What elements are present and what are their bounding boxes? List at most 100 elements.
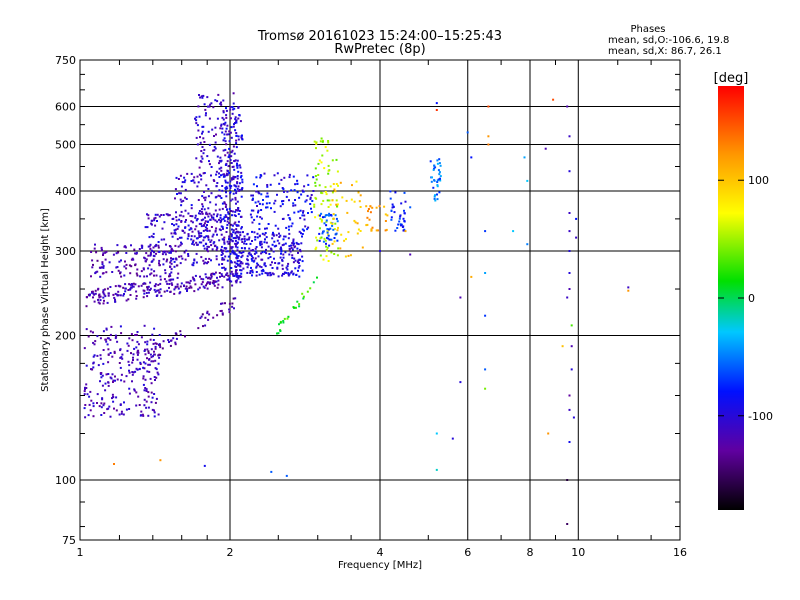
data-point — [104, 295, 107, 298]
stats-x-line: mean, sd,X: 86.7, 26.1 — [608, 46, 722, 57]
data-point — [218, 167, 221, 170]
data-point — [193, 235, 196, 238]
data-point — [136, 268, 139, 271]
data-point — [224, 206, 227, 208]
data-point — [310, 207, 312, 210]
data-point — [273, 257, 275, 260]
data-point — [222, 111, 225, 114]
data-point — [369, 205, 372, 208]
data-point — [371, 206, 374, 209]
data-point — [128, 337, 131, 340]
data-point — [397, 223, 400, 226]
data-point — [568, 212, 571, 214]
data-point — [168, 275, 170, 278]
data-point — [126, 349, 129, 352]
data-point — [297, 251, 299, 254]
data-point — [195, 241, 198, 244]
data-point — [302, 295, 305, 298]
data-point — [94, 289, 97, 292]
data-point — [111, 393, 114, 396]
data-point — [253, 231, 256, 234]
data-point — [258, 265, 261, 268]
data-point — [154, 285, 157, 288]
data-point — [169, 291, 172, 293]
data-point — [139, 361, 142, 364]
data-point — [184, 188, 187, 191]
data-point — [117, 294, 120, 297]
data-point — [235, 142, 238, 145]
data-point — [93, 343, 96, 346]
data-point — [276, 239, 279, 242]
data-point — [287, 272, 290, 275]
data-point — [87, 335, 90, 338]
data-point — [199, 136, 201, 139]
data-point — [232, 252, 235, 255]
data-point — [568, 441, 571, 443]
data-point — [146, 348, 149, 351]
data-point — [218, 176, 221, 178]
data-point — [234, 118, 237, 121]
data-point — [202, 285, 205, 288]
data-point — [121, 357, 124, 360]
data-point — [241, 138, 244, 141]
data-point — [271, 243, 274, 246]
data-point — [260, 269, 263, 272]
data-point — [278, 182, 281, 185]
data-point — [265, 227, 268, 230]
data-point — [131, 361, 134, 364]
data-point — [131, 380, 133, 383]
data-point — [327, 260, 330, 262]
data-point — [294, 259, 297, 262]
data-point — [104, 251, 107, 254]
data-point — [219, 156, 222, 159]
data-point — [145, 252, 148, 255]
data-point — [135, 404, 138, 407]
data-point — [238, 114, 241, 117]
data-point — [195, 119, 198, 122]
data-point — [218, 208, 221, 211]
data-point — [180, 241, 182, 244]
data-point — [207, 236, 210, 239]
data-point — [359, 206, 362, 208]
data-point — [97, 298, 99, 301]
data-point — [174, 232, 177, 235]
data-point — [206, 245, 209, 248]
data-point — [208, 229, 211, 232]
data-point — [169, 344, 172, 347]
data-point — [365, 205, 368, 208]
data-point — [292, 238, 295, 241]
data-point — [90, 275, 92, 278]
data-point — [281, 267, 284, 270]
data-point — [227, 212, 230, 215]
data-point — [154, 342, 157, 345]
data-point — [260, 217, 263, 220]
data-point — [399, 214, 402, 217]
data-point — [322, 230, 325, 233]
data-point — [208, 143, 211, 146]
data-point — [196, 143, 199, 146]
data-point — [189, 215, 192, 217]
data-point — [232, 274, 235, 277]
data-point — [249, 270, 252, 273]
data-point — [144, 353, 147, 356]
data-point — [169, 266, 172, 268]
data-point — [436, 185, 439, 188]
data-point — [236, 262, 239, 265]
data-point — [259, 244, 262, 247]
data-point — [209, 201, 212, 204]
data-point — [285, 226, 288, 229]
data-point — [226, 151, 229, 154]
data-point — [222, 122, 225, 125]
data-point — [105, 340, 108, 343]
data-point — [230, 267, 233, 269]
data-point — [264, 265, 267, 268]
data-point — [156, 213, 159, 216]
data-point — [199, 160, 202, 163]
data-point — [236, 249, 239, 252]
data-point — [204, 257, 207, 260]
data-point — [168, 283, 171, 285]
data-point — [325, 245, 328, 248]
data-point — [269, 263, 272, 266]
data-point — [224, 267, 227, 270]
